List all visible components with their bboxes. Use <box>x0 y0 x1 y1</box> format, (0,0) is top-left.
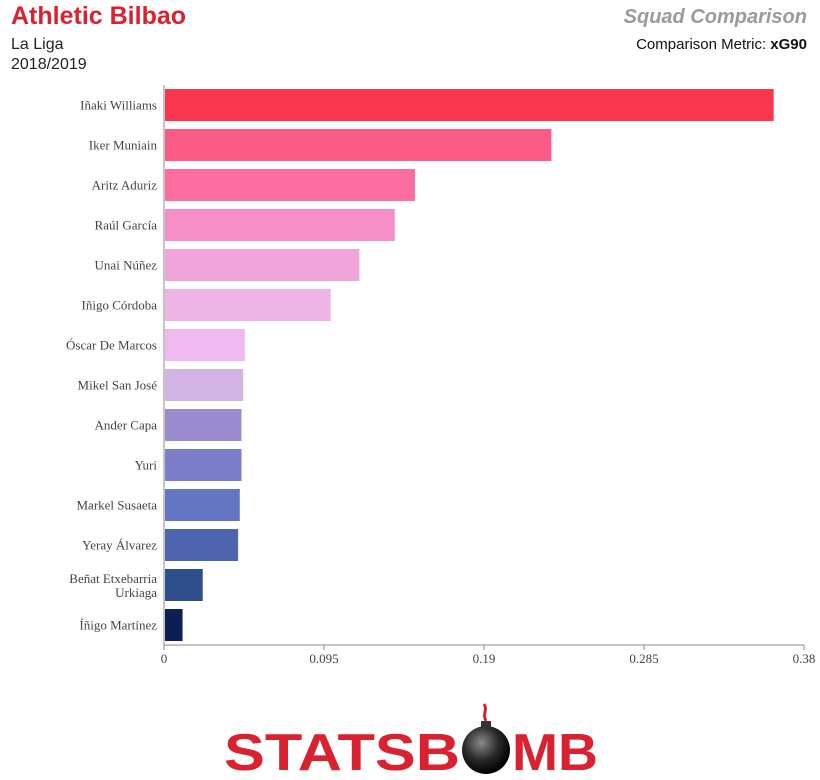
bar <box>165 209 395 241</box>
category-label: Íñigo Martínez <box>79 618 157 633</box>
category-label: Raúl García <box>95 218 158 233</box>
bar <box>165 609 183 641</box>
x-tick-label: 0.19 <box>473 651 496 666</box>
category-label: Iker Muniain <box>89 138 158 153</box>
statsbomb-logo: STATSB MB <box>224 703 598 780</box>
category-label: Ander Capa <box>95 418 158 433</box>
comparison-metric-value: xG90 <box>770 36 807 53</box>
category-label: Beñat Etxebarria Urkiaga <box>69 571 157 600</box>
bar <box>165 409 242 441</box>
season-label: 2018/2019 <box>11 56 87 73</box>
bomb-icon <box>462 726 510 774</box>
team-title: Athletic Bilbao <box>11 2 187 30</box>
bar <box>165 129 552 161</box>
bar <box>165 369 244 401</box>
bar <box>165 249 360 281</box>
bar <box>165 569 203 601</box>
category-label: Yeray Álvarez <box>82 538 157 553</box>
category-label: Óscar De Marcos <box>66 338 157 353</box>
svg-text:STATSB: STATSB <box>224 724 460 780</box>
bar <box>165 89 774 121</box>
x-tick-label: 0.285 <box>629 651 658 666</box>
category-label: Mikel San José <box>78 378 158 393</box>
bar-chart: Iñaki Williams Iker Muniain Aritz Aduriz Ra… <box>66 85 816 666</box>
bar <box>165 449 242 481</box>
category-label: Iñigo Córdoba <box>82 298 158 313</box>
x-tick-label: 0.38 <box>793 651 816 666</box>
x-tick-label: 0.095 <box>309 651 338 666</box>
bar <box>165 169 415 201</box>
category-label: Yuri <box>135 458 158 473</box>
comparison-metric-label: Comparison Metric: <box>636 36 771 53</box>
category-label: Aritz Aduriz <box>92 178 158 193</box>
comparison-metric: Comparison Metric: xG90 <box>636 36 807 53</box>
bar <box>165 489 240 521</box>
svg-text:MB: MB <box>512 724 598 780</box>
bar <box>165 289 331 321</box>
bar <box>165 329 245 361</box>
x-tick-label: 0 <box>161 651 168 666</box>
category-label: Markel Susaeta <box>76 498 157 513</box>
bar <box>165 529 239 561</box>
category-label: Unai Núñez <box>95 258 158 273</box>
league-label: La Liga <box>11 36 64 53</box>
page-title: Squad Comparison <box>623 6 807 28</box>
category-label: Iñaki Williams <box>80 98 157 113</box>
